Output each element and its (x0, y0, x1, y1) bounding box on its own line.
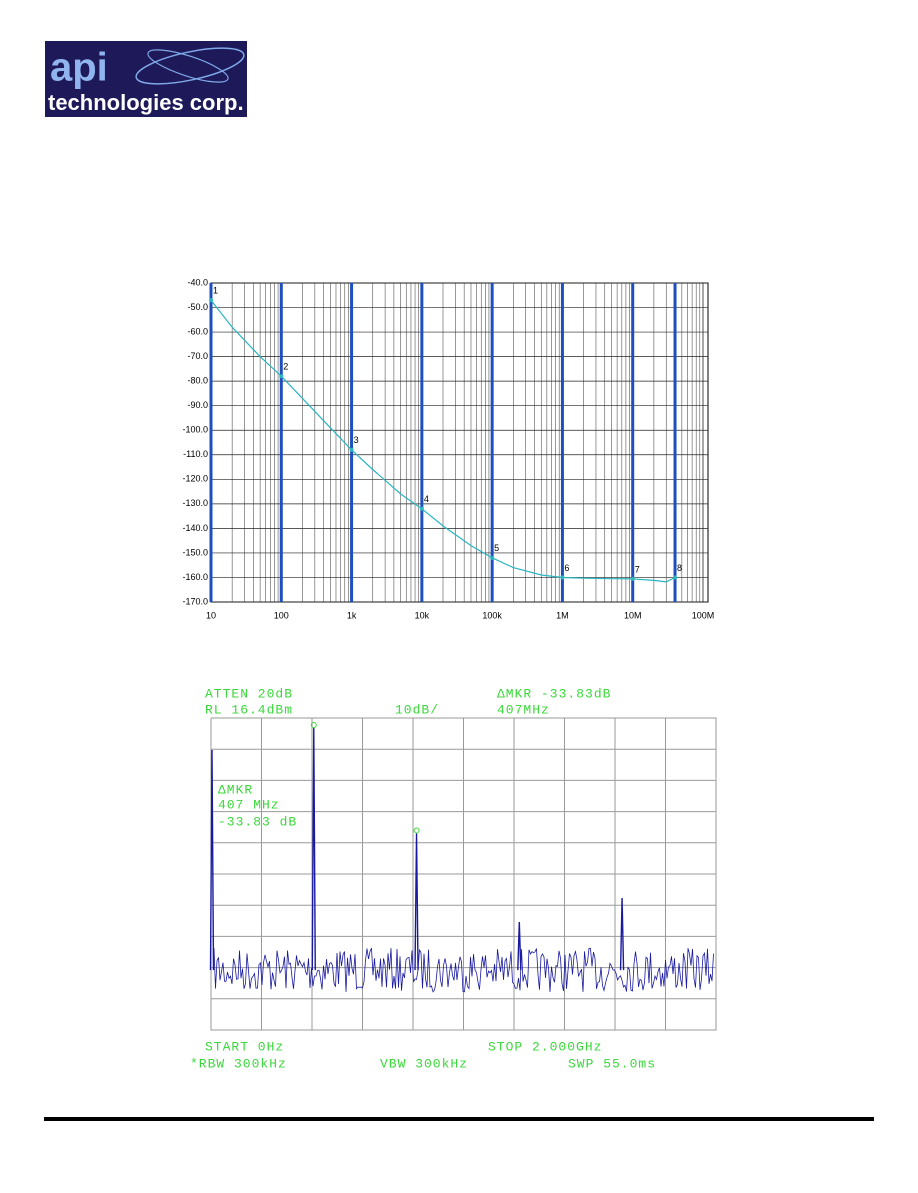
marker-point (560, 575, 565, 580)
y-tick-label: -90.0 (187, 400, 208, 410)
y-tick-label: -120.0 (182, 474, 208, 484)
y-tick-label: -160.0 (182, 572, 208, 582)
marker-symbol (310, 721, 317, 728)
noise-curve (210, 299, 676, 583)
peak (209, 749, 215, 971)
y-tick-label: -40.0 (187, 277, 208, 287)
noise-floor (213, 947, 714, 993)
marker-text: ΔMKR (218, 782, 253, 797)
marker-label: 6 (564, 563, 569, 573)
marker-label: 5 (494, 543, 499, 553)
plot-area (210, 282, 709, 603)
x-tick-label: 1M (556, 610, 569, 620)
marker-label: 8 (677, 563, 682, 573)
y-tick-label: -170.0 (182, 596, 208, 606)
peak (517, 922, 522, 971)
marker-point (490, 555, 495, 560)
y-tick-label: -50.0 (187, 302, 208, 312)
x-tick-label: 100k (482, 610, 502, 620)
footer-text: *RBW 300kHz (190, 1056, 287, 1071)
marker-point (673, 575, 678, 580)
marker-point (349, 447, 354, 452)
logo-orbit (147, 49, 229, 83)
footer-text: SWP 55.0ms (568, 1056, 656, 1071)
footer-text: VBW 300kHz (380, 1056, 468, 1071)
marker-text: 407 MHz (218, 797, 280, 812)
logo-tagline: technologies corp. (48, 90, 244, 115)
x-tick-label: 10k (415, 610, 430, 620)
marker-label: 2 (283, 362, 288, 372)
marker-label: 3 (354, 435, 359, 445)
marker-symbol (413, 827, 420, 834)
header-text: ΔMKR -33.83dB (497, 686, 611, 701)
marker-text: -33.83 dB (218, 814, 297, 829)
header-text: 407MHz (497, 702, 550, 717)
header-text: ATTEN 20dB (205, 686, 293, 701)
y-tick-label: -150.0 (182, 547, 208, 557)
logo-name: api (50, 46, 108, 90)
peak (619, 898, 625, 971)
footer-text: STOP 2.000GHz (488, 1039, 602, 1054)
y-tick-label: -140.0 (182, 523, 208, 533)
y-tick-label: -60.0 (187, 326, 208, 336)
y-tick-label: -110.0 (183, 449, 208, 459)
y-tick-label: -80.0 (187, 376, 208, 386)
footer-text: START 0Hz (205, 1039, 284, 1054)
footer-rule (44, 1117, 874, 1121)
header-text: 10dB/ (395, 702, 439, 717)
header-text: RL 16.4dBm (205, 702, 293, 717)
y-tick-label: -130.0 (182, 498, 208, 508)
marker-label: 1 (213, 286, 218, 296)
x-tick-label: 100 (274, 610, 289, 620)
marker-point (630, 576, 635, 581)
x-tick-label: 10 (206, 610, 216, 620)
x-tick-label: 1k (347, 610, 357, 620)
x-tick-label: 10M (624, 610, 642, 620)
marker-label: 4 (424, 494, 429, 504)
y-tick-label: -70.0 (187, 351, 208, 361)
logo-box (45, 41, 247, 117)
y-tick-label: -100.0 (182, 425, 208, 435)
marker-point (419, 506, 424, 511)
logo-orbit (135, 47, 245, 85)
x-tick-label: 100M (692, 610, 715, 620)
marker-point (279, 374, 284, 379)
marker-point (209, 298, 213, 303)
marker-label: 7 (635, 564, 640, 574)
